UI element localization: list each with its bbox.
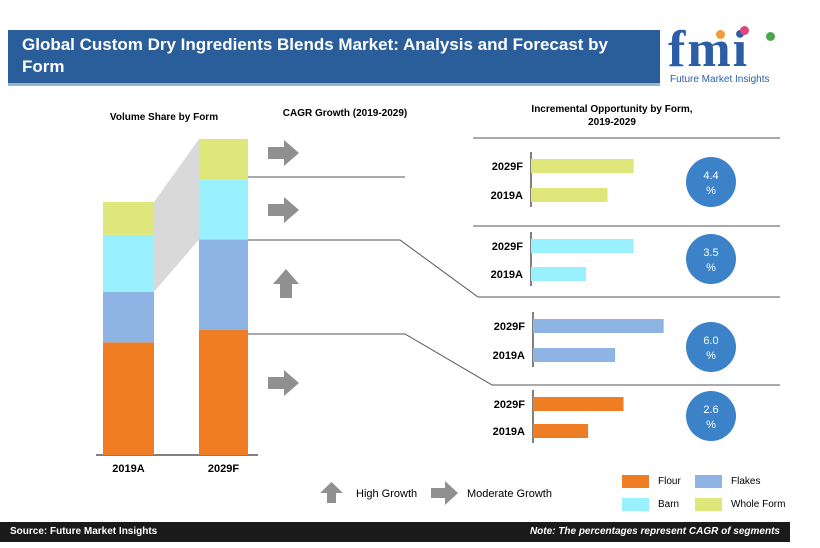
logo-dot-orange: [716, 30, 725, 39]
incremental-year-label: 2029F: [492, 161, 523, 173]
logo-letters: fmi: [668, 21, 750, 78]
incremental-bar-flakes-2029f: [533, 319, 664, 333]
incremental-bar-whole-form-2029f: [531, 159, 634, 173]
high-growth-label: High Growth: [356, 488, 418, 500]
incremental-bar-barn-2029f: [531, 239, 634, 253]
moderate-growth-label: Moderate Growth: [467, 488, 552, 500]
volume-bar-2019a-flakes: [103, 291, 154, 343]
incremental-year-label: 2029F: [492, 241, 523, 253]
growth-arrow-barn-right-icon: [268, 197, 299, 223]
legend-swatch-flour: [622, 475, 649, 488]
cagr-growth-title: CAGR Growth (2019-2029): [282, 108, 408, 119]
growth-arrow-flakes-up-icon: [273, 269, 299, 298]
incremental-year-label: 2019A: [493, 426, 525, 438]
fmi-logo: fmi Future Market Insights: [668, 22, 792, 92]
volume-bar-2019a-flour: [103, 342, 154, 455]
cagr-unit-whole-form: %: [706, 185, 716, 197]
legend-label-flour: Flour: [658, 476, 681, 487]
page-title: Global Custom Dry Ingredients Blends Mar…: [22, 35, 609, 76]
incremental-bar-whole-form-2019a: [531, 188, 608, 202]
note-text: Note: The percentages represent CAGR of …: [529, 526, 780, 537]
cagr-value-whole-form: 4.4: [703, 170, 718, 182]
volume-category-label: 2029F: [208, 463, 239, 475]
volume-share-title: Volume Share by Form: [109, 112, 219, 123]
incremental-year-label: 2029F: [494, 321, 525, 333]
legend-swatch-flakes: [695, 475, 722, 488]
volume-bar-2029f-barn: [199, 179, 248, 240]
legend-swatch-whole-form: [695, 498, 722, 511]
volume-category-label: 2019A: [112, 463, 144, 475]
source-text: Source: Future Market Insights: [10, 526, 158, 537]
cagr-circle-barn: [686, 234, 736, 284]
volume-connector-shade: [154, 139, 199, 292]
volume-bar-2019a-whole-form: [103, 202, 154, 235]
separator-line-2: [248, 239, 780, 298]
incremental-bar-flour-2019a: [533, 424, 589, 438]
incremental-opportunity-title: Incremental Opportunity by Form, 2019-20…: [531, 104, 693, 128]
incremental-bar-flour-2029f: [533, 397, 624, 411]
incremental-year-label: 2019A: [491, 269, 523, 281]
legend-swatch-barn: [622, 498, 649, 511]
cagr-circle-flour: [686, 391, 736, 441]
incremental-bar-flakes-2019a: [533, 348, 616, 362]
volume-bar-2029f-flour: [199, 330, 248, 455]
cagr-circle-whole-form: [686, 157, 736, 207]
cagr-unit-flour: %: [706, 419, 716, 431]
growth-arrow-flour-right-icon: [268, 370, 299, 396]
cagr-circle-flakes: [686, 322, 736, 372]
incremental-bar-barn-2019a: [531, 267, 587, 281]
volume-bar-2029f-whole-form: [199, 139, 248, 180]
cagr-value-barn: 3.5: [703, 247, 718, 259]
cagr-unit-flakes: %: [706, 350, 716, 362]
incremental-year-label: 2019A: [491, 190, 523, 202]
incremental-year-label: 2029F: [494, 399, 525, 411]
logo-dot-green: [766, 32, 775, 41]
cagr-value-flakes: 6.0: [703, 335, 718, 347]
legend-label-flakes: Flakes: [731, 476, 761, 487]
separator-line-3: [248, 333, 780, 386]
cagr-unit-barn: %: [706, 262, 716, 274]
growth-arrow-whole-form-right-icon: [268, 140, 299, 166]
volume-bar-2029f-flakes: [199, 239, 248, 331]
footer-bar: Source: Future Market Insights Note: The…: [0, 522, 790, 542]
title-bar: Global Custom Dry Ingredients Blends Mar…: [8, 30, 660, 86]
logo-dot-pink: [740, 26, 749, 35]
legend-label-whole-form: Whole Form: [731, 499, 786, 510]
logo-subtitle: Future Market Insights: [670, 74, 770, 85]
cagr-value-flour: 2.6: [703, 404, 718, 416]
incremental-year-label: 2019A: [493, 350, 525, 362]
volume-bar-2019a-barn: [103, 234, 154, 292]
legend-label-barn: Barn: [658, 499, 680, 510]
